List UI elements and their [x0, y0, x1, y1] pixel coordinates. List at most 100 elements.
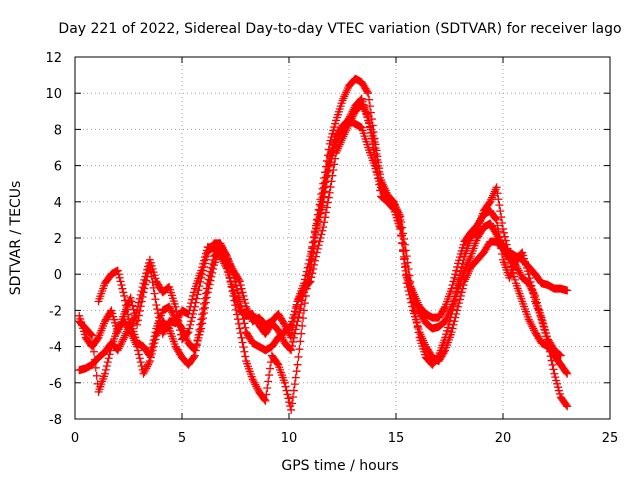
data-point: [135, 294, 144, 303]
data-point: [555, 350, 564, 359]
data-point: [288, 323, 297, 332]
data-point: [319, 223, 328, 232]
data-point: [360, 105, 369, 114]
data-point: [291, 307, 300, 316]
data-point: [454, 279, 463, 288]
data-point: [324, 157, 333, 166]
data-point: [321, 173, 330, 182]
data-point: [449, 277, 458, 286]
data-point: [453, 262, 462, 271]
data-point: [293, 297, 302, 306]
data-point: [92, 371, 101, 380]
data-point: [280, 378, 289, 387]
data-point: [364, 89, 373, 98]
data-point: [363, 87, 372, 96]
data-point: [118, 284, 127, 293]
data-point: [396, 224, 405, 233]
data-point: [234, 275, 243, 284]
data-point: [90, 355, 99, 364]
data-point: [315, 200, 324, 209]
data-point: [224, 257, 233, 266]
data-point: [310, 256, 319, 265]
data-point: [198, 319, 207, 328]
data-point: [133, 320, 142, 329]
data-point: [200, 262, 209, 271]
data-point: [346, 116, 355, 125]
data-point: [526, 277, 535, 286]
data-point: [293, 360, 302, 369]
data-point: [296, 291, 305, 300]
data-point: [138, 283, 147, 292]
data-point: [492, 183, 501, 192]
data-point: [189, 352, 198, 361]
data-point: [449, 301, 458, 310]
y-tick-label: 10: [45, 87, 62, 102]
data-point: [515, 268, 524, 277]
data-point: [365, 95, 374, 104]
data-point: [137, 287, 146, 296]
data-point: [230, 296, 239, 305]
data-point: [451, 270, 460, 279]
data-point: [198, 310, 207, 319]
data-point: [433, 352, 442, 361]
data-point: [311, 252, 320, 261]
data-point: [398, 238, 407, 247]
data-point: [299, 306, 308, 315]
data-point: [149, 342, 158, 351]
data-point: [233, 285, 242, 294]
data-point: [458, 284, 467, 293]
data-point: [135, 354, 144, 363]
data-point: [288, 399, 297, 408]
y-tick-label: -2: [49, 304, 62, 319]
data-point: [320, 218, 329, 227]
data-point: [362, 109, 371, 118]
data-point: [330, 123, 339, 132]
data-point: [143, 362, 152, 371]
data-point: [113, 346, 122, 355]
data-point: [310, 260, 319, 269]
data-point: [322, 156, 331, 165]
data-point: [233, 289, 242, 298]
gridlines: [75, 57, 610, 419]
data-point: [193, 336, 202, 345]
data-point: [119, 288, 128, 297]
data-point: [240, 347, 249, 356]
data-point: [199, 266, 208, 275]
data-point: [144, 358, 153, 367]
data-point: [309, 238, 318, 247]
data-point: [453, 283, 462, 292]
data-point: [164, 323, 173, 332]
data-point: [411, 312, 420, 321]
data-point: [87, 330, 96, 339]
data-point: [368, 139, 377, 148]
data-point: [295, 293, 304, 302]
data-point: [200, 294, 209, 303]
data-point: [114, 344, 123, 353]
y-tick-label: 12: [45, 51, 62, 66]
data-point: [494, 195, 503, 204]
data-point: [295, 308, 304, 317]
data-point: [316, 201, 325, 210]
data-point: [450, 273, 459, 282]
data-point: [399, 252, 408, 261]
data-point: [525, 317, 534, 326]
data-point: [530, 326, 539, 335]
data-point: [495, 232, 504, 241]
data-point: [454, 302, 463, 311]
data-point: [292, 367, 301, 376]
data-point: [549, 365, 558, 374]
data-point: [192, 294, 201, 303]
data-point: [101, 365, 110, 374]
data-point: [455, 271, 464, 280]
data-point: [176, 326, 185, 335]
data-point: [413, 323, 422, 332]
data-point: [357, 100, 366, 109]
data-point: [115, 273, 124, 282]
data-point: [388, 204, 397, 213]
y-axis-label: SDTVAR / TECUs: [8, 181, 24, 296]
data-point: [184, 328, 193, 337]
data-point: [376, 186, 385, 195]
data-point: [239, 343, 248, 352]
data-point: [525, 274, 534, 283]
